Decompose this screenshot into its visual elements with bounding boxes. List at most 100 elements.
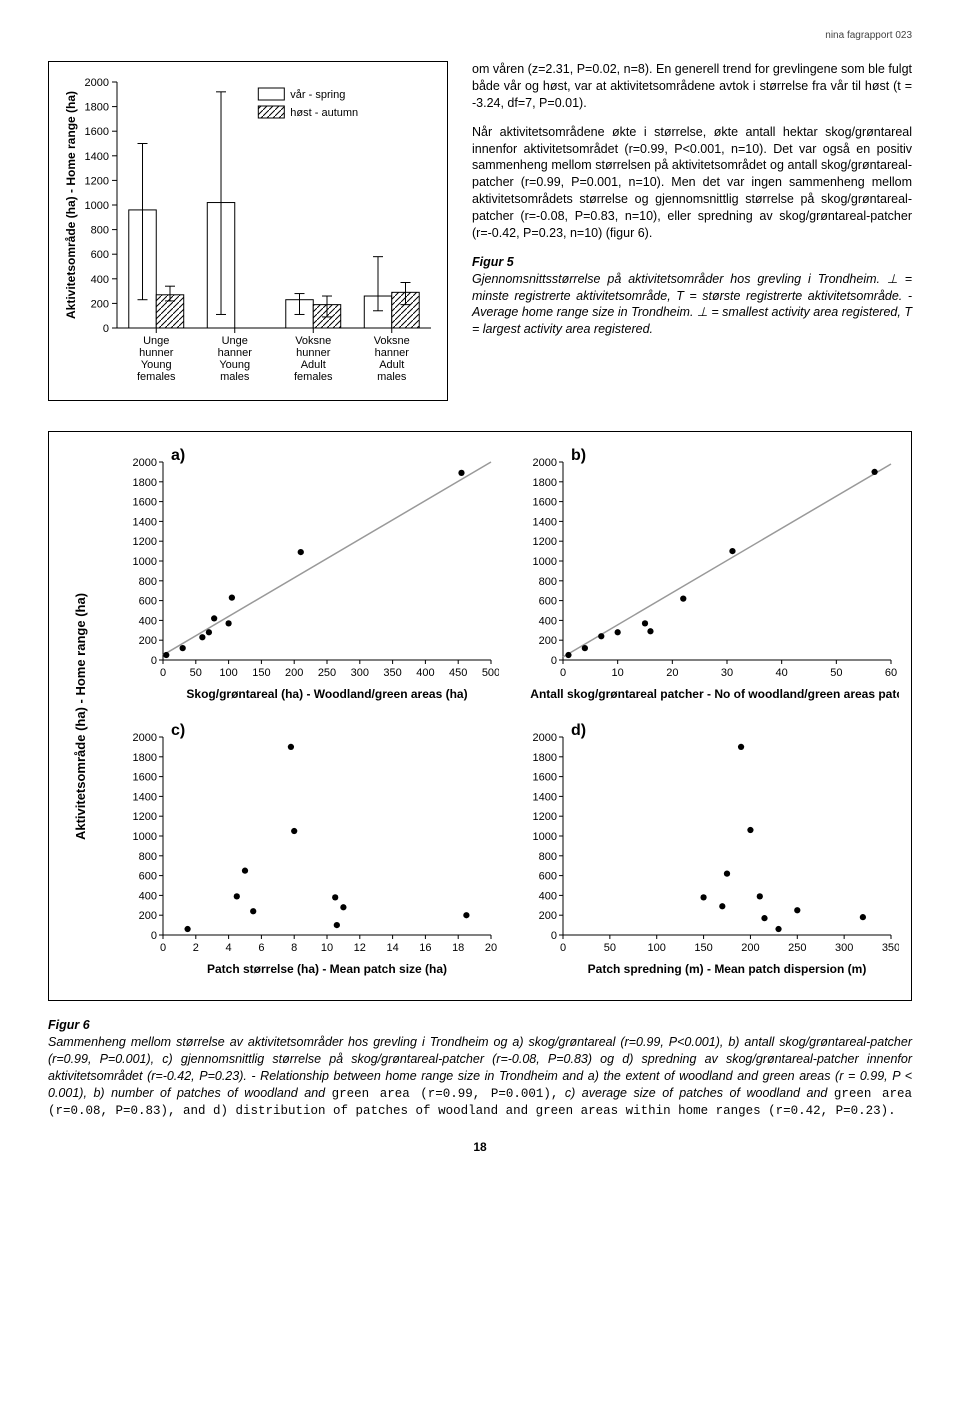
svg-text:200: 200 xyxy=(539,635,557,647)
svg-text:600: 600 xyxy=(539,871,557,883)
svg-text:1800: 1800 xyxy=(85,102,109,114)
svg-text:450: 450 xyxy=(449,667,467,679)
svg-text:100: 100 xyxy=(648,942,666,954)
figure6-caption-body: Sammenheng mellom størrelse av aktivitet… xyxy=(48,1035,912,1118)
svg-text:1200: 1200 xyxy=(133,536,157,548)
svg-text:800: 800 xyxy=(139,576,157,588)
svg-text:hunner: hunner xyxy=(296,347,331,359)
svg-text:6: 6 xyxy=(258,942,264,954)
figure6-caption-title: Figur 6 xyxy=(48,1018,90,1032)
svg-text:100: 100 xyxy=(219,667,237,679)
svg-text:females: females xyxy=(294,371,333,383)
svg-text:Unge: Unge xyxy=(143,335,169,347)
svg-text:d): d) xyxy=(571,722,586,739)
svg-text:350: 350 xyxy=(882,942,899,954)
svg-text:Patch størrelse (ha) - Mean pa: Patch størrelse (ha) - Mean patch size (… xyxy=(207,962,447,976)
svg-text:300: 300 xyxy=(835,942,853,954)
svg-text:60: 60 xyxy=(885,667,897,679)
svg-text:Antall skog/grøntareal patcher: Antall skog/grøntareal patcher - No of w… xyxy=(530,687,899,701)
svg-text:1000: 1000 xyxy=(533,831,557,843)
svg-text:0: 0 xyxy=(160,942,166,954)
svg-text:10: 10 xyxy=(321,942,333,954)
svg-text:50: 50 xyxy=(190,667,202,679)
svg-text:30: 30 xyxy=(721,667,733,679)
svg-text:400: 400 xyxy=(139,615,157,627)
svg-text:600: 600 xyxy=(539,596,557,608)
svg-text:hunner: hunner xyxy=(139,347,174,359)
svg-text:200: 200 xyxy=(91,298,109,310)
svg-text:1000: 1000 xyxy=(85,200,109,212)
svg-text:Adult: Adult xyxy=(379,359,404,371)
svg-text:2000: 2000 xyxy=(133,457,157,469)
svg-text:1000: 1000 xyxy=(133,831,157,843)
svg-text:0: 0 xyxy=(151,930,157,942)
svg-text:2000: 2000 xyxy=(533,732,557,744)
svg-text:300: 300 xyxy=(351,667,369,679)
svg-text:Patch spredning (m) - Mean pat: Patch spredning (m) - Mean patch dispers… xyxy=(588,962,867,976)
svg-text:1400: 1400 xyxy=(85,151,109,163)
svg-text:8: 8 xyxy=(291,942,297,954)
svg-text:høst - autumn: høst - autumn xyxy=(290,107,358,119)
svg-text:350: 350 xyxy=(383,667,401,679)
svg-text:Voksne: Voksne xyxy=(374,335,410,347)
svg-text:4: 4 xyxy=(226,942,232,954)
svg-text:400: 400 xyxy=(91,274,109,286)
svg-text:1400: 1400 xyxy=(133,791,157,803)
svg-text:b): b) xyxy=(571,447,586,464)
svg-text:0: 0 xyxy=(103,323,109,335)
svg-text:800: 800 xyxy=(91,225,109,237)
svg-text:1000: 1000 xyxy=(133,556,157,568)
svg-text:1400: 1400 xyxy=(133,516,157,528)
svg-text:1000: 1000 xyxy=(533,556,557,568)
report-header: nina fagrapport 023 xyxy=(48,30,912,41)
svg-text:600: 600 xyxy=(139,596,157,608)
figure5-caption-title: Figur 5 xyxy=(472,255,514,269)
figure6-caption: Figur 6 Sammenheng mellom størrelse av a… xyxy=(48,1017,912,1120)
svg-text:1800: 1800 xyxy=(133,752,157,764)
svg-text:200: 200 xyxy=(741,942,759,954)
svg-text:1400: 1400 xyxy=(533,516,557,528)
svg-text:hanner: hanner xyxy=(218,347,253,359)
svg-text:0: 0 xyxy=(551,930,557,942)
svg-text:20: 20 xyxy=(485,942,497,954)
figure6-panel-c: 0200400600800100012001400160018002000024… xyxy=(119,721,499,986)
figure6-panel-b: 0200400600800100012001400160018002000010… xyxy=(519,446,899,711)
top-row: 0200400600800100012001400160018002000Akt… xyxy=(48,61,912,401)
svg-text:1200: 1200 xyxy=(533,811,557,823)
svg-text:20: 20 xyxy=(666,667,678,679)
paragraph-1: om våren (z=2.31, P=0.02, n=8). En gener… xyxy=(472,61,912,112)
svg-text:250: 250 xyxy=(318,667,336,679)
svg-text:Aktivitetsområde (ha) - Home r: Aktivitetsområde (ha) - Home range (ha) xyxy=(64,91,78,319)
svg-text:50: 50 xyxy=(830,667,842,679)
svg-text:800: 800 xyxy=(139,851,157,863)
svg-text:2000: 2000 xyxy=(133,732,157,744)
svg-text:1800: 1800 xyxy=(133,477,157,489)
svg-text:Adult: Adult xyxy=(301,359,326,371)
svg-text:1200: 1200 xyxy=(85,175,109,187)
svg-text:males: males xyxy=(377,371,407,383)
svg-text:40: 40 xyxy=(776,667,788,679)
svg-text:200: 200 xyxy=(285,667,303,679)
svg-text:600: 600 xyxy=(139,871,157,883)
svg-text:1600: 1600 xyxy=(533,772,557,784)
figure5-container: 0200400600800100012001400160018002000Akt… xyxy=(48,61,448,401)
svg-text:0: 0 xyxy=(151,655,157,667)
svg-text:0: 0 xyxy=(560,942,566,954)
body-text: om våren (z=2.31, P=0.02, n=8). En gener… xyxy=(472,61,912,401)
svg-text:1600: 1600 xyxy=(133,772,157,784)
svg-text:1600: 1600 xyxy=(533,497,557,509)
svg-text:150: 150 xyxy=(694,942,712,954)
svg-text:400: 400 xyxy=(539,890,557,902)
svg-text:vår - spring: vår - spring xyxy=(290,89,345,101)
svg-text:800: 800 xyxy=(539,576,557,588)
svg-text:2: 2 xyxy=(193,942,199,954)
svg-text:400: 400 xyxy=(539,615,557,627)
svg-text:200: 200 xyxy=(539,910,557,922)
figure5-caption-body: Gjennomsnittsstørrelse på aktivitetsområ… xyxy=(472,272,912,337)
svg-text:1600: 1600 xyxy=(85,126,109,138)
svg-text:16: 16 xyxy=(419,942,431,954)
svg-text:150: 150 xyxy=(252,667,270,679)
svg-text:200: 200 xyxy=(139,910,157,922)
svg-text:50: 50 xyxy=(604,942,616,954)
paragraph-2: Når aktivitetsområdene økte i størrelse,… xyxy=(472,124,912,242)
